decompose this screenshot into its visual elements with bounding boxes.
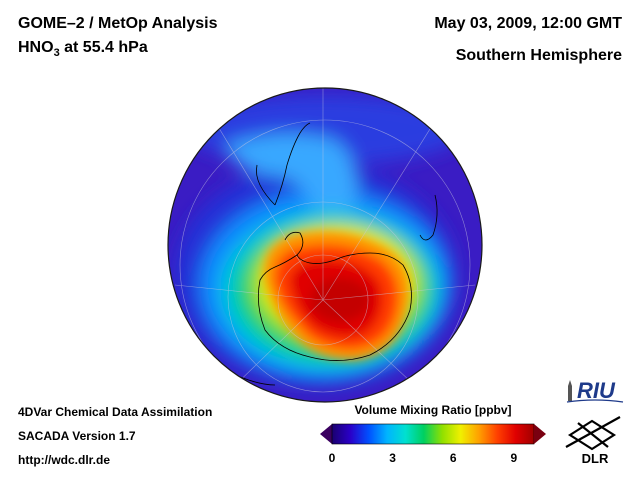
dlr-logo: DLR — [565, 416, 621, 465]
colorbar-min-arrow — [320, 424, 332, 444]
colorbar-tick-label: 9 — [510, 451, 518, 465]
antarctica-coast — [257, 231, 412, 361]
south-america-coast — [274, 122, 311, 206]
riu-logo: RIU — [566, 378, 624, 403]
colorbar-ramp — [331, 423, 535, 445]
species-subscript: 3 — [53, 47, 60, 59]
hemisphere-label: Southern Hemisphere — [455, 47, 622, 64]
species-name: HNO — [18, 39, 54, 56]
hno3-globe-map — [167, 87, 483, 403]
graticule — [174, 88, 476, 402]
method-label: 4DVar Chemical Data Assimilation — [18, 405, 213, 419]
colorbar-tick-label: 6 — [449, 451, 457, 465]
coastlines — [224, 122, 438, 386]
africa-coast — [419, 194, 438, 241]
analysis-datetime: May 03, 2009, 12:00 GMT — [434, 15, 622, 32]
version-label: SACADA Version 1.7 — [18, 429, 136, 443]
colorbar — [320, 423, 546, 445]
plot-title: GOME–2 / MetOp Analysis — [18, 15, 218, 32]
colorbar-max-arrow — [534, 424, 546, 444]
colorbar-tick-label: 0 — [328, 451, 336, 465]
colorbar-tick-label: 3 — [389, 451, 396, 465]
globe-outline — [167, 87, 483, 403]
dlr-logo-text: DLR — [582, 451, 609, 465]
riu-logo-text: RIU — [577, 378, 616, 403]
colorbar-title: Volume Mixing Ratio [ppbv] — [354, 403, 512, 417]
species-level: at 55.4 hPa — [59, 39, 148, 56]
species-label: HNO3 at 55.4 hPa — [18, 38, 148, 59]
source-url: http://wdc.dlr.de — [18, 453, 110, 467]
